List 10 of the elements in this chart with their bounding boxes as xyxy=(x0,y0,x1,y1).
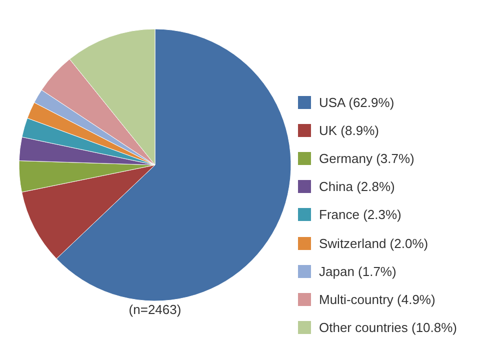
legend-label: UK (8.9%) xyxy=(319,122,379,138)
legend-label: Multi-country (4.9%) xyxy=(319,292,436,307)
legend-label: Other countries (10.8%) xyxy=(319,320,458,336)
legend-label: Switzerland (2.0%) xyxy=(319,236,428,251)
legend-label: Japan (1.7%) xyxy=(319,264,396,279)
legend-label: China (2.8%) xyxy=(319,179,395,194)
legend-label: USA (62.9%) xyxy=(319,94,394,110)
legend-label: Germany (3.7%) xyxy=(319,150,414,166)
legend-label: France (2.3%) xyxy=(319,207,402,222)
text: (n=2463) xyxy=(128,302,182,317)
